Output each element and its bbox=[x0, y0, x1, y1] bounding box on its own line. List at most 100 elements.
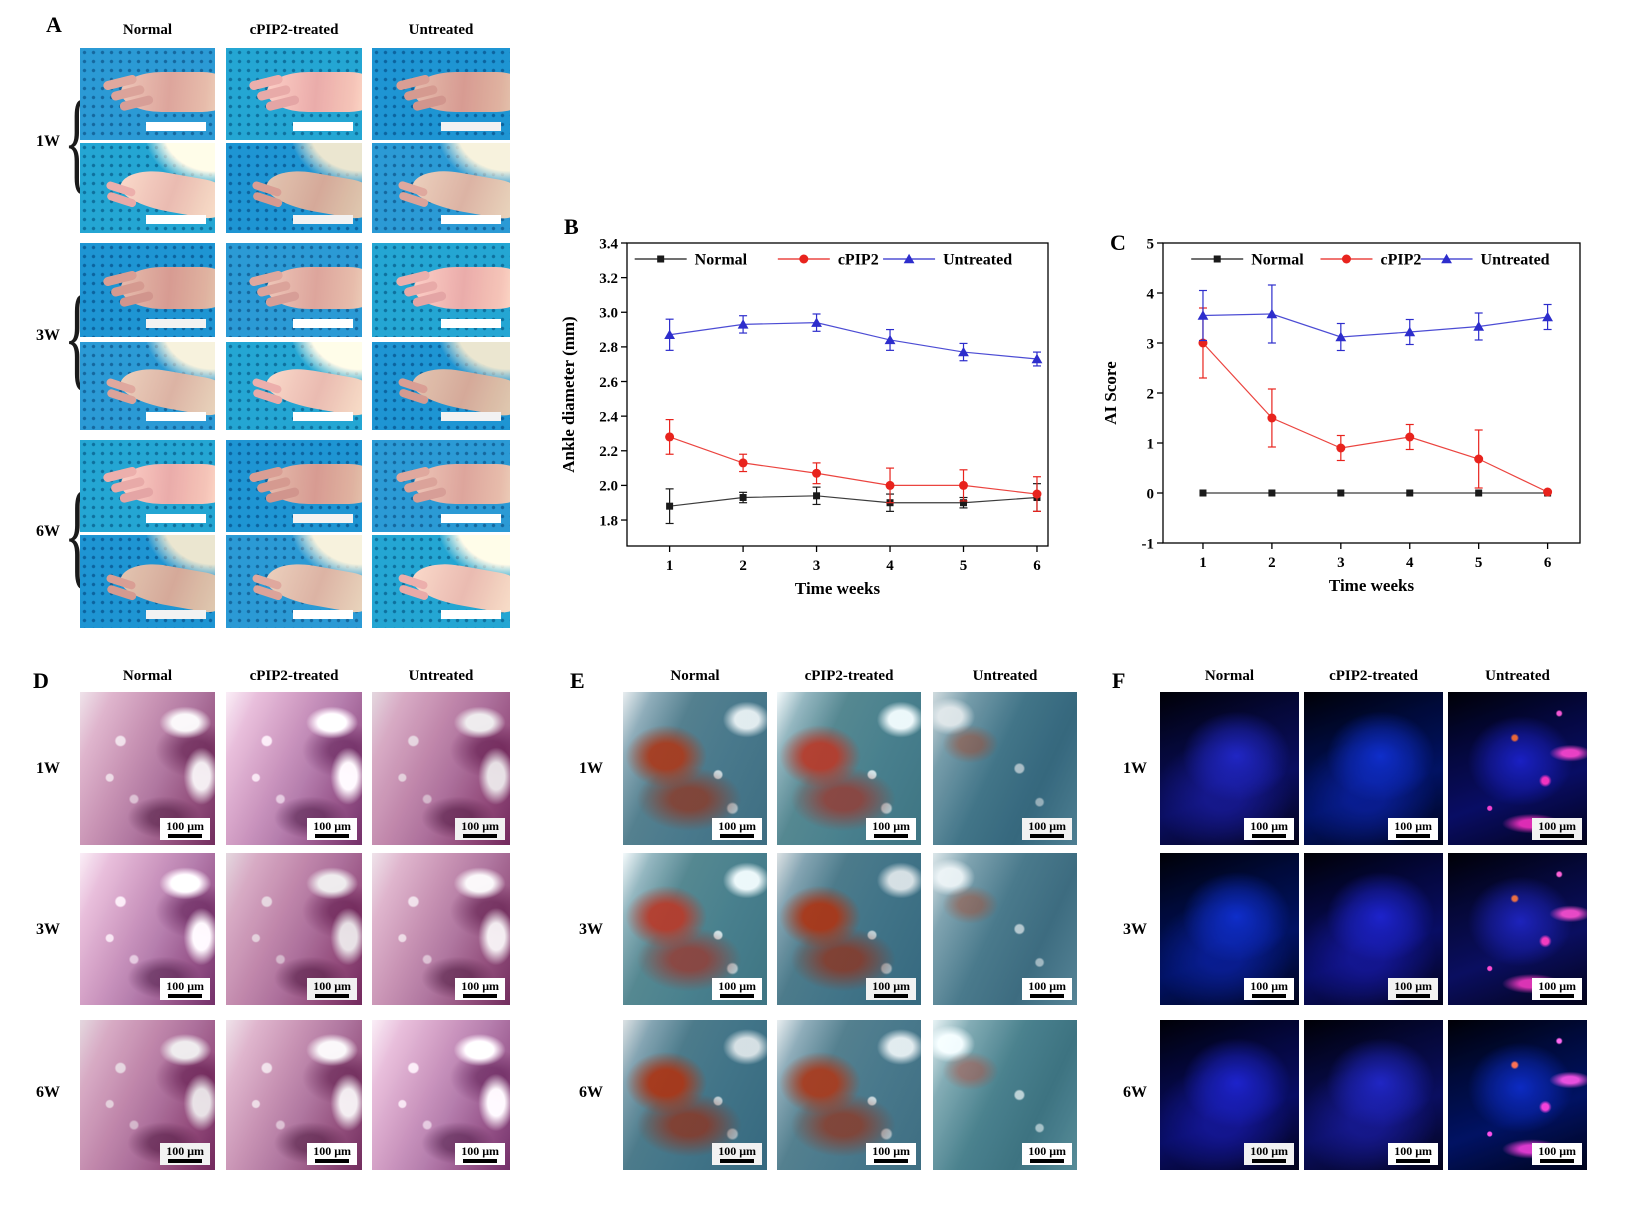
paw-photo-1w-cpip2-treated-side bbox=[226, 143, 362, 233]
legend-label-cpip2: cPIP2 bbox=[1380, 252, 1421, 269]
paw-photo-1w-normal-side bbox=[80, 143, 215, 233]
paw-shape bbox=[409, 164, 510, 221]
data-point-untreated bbox=[1031, 353, 1043, 364]
paw-shape bbox=[117, 557, 215, 615]
paw-photo-6w-normal-top bbox=[80, 440, 215, 532]
column-header-untreated: Untreated bbox=[1485, 668, 1550, 684]
scale-chip: 100 μm bbox=[307, 978, 357, 1000]
micrograph-6w-untreated: 100 μm bbox=[1448, 1020, 1587, 1170]
column-header-untreated: Untreated bbox=[972, 668, 1038, 684]
week-bracket: { bbox=[64, 273, 91, 401]
legend-label-normal: Normal bbox=[1251, 252, 1304, 269]
x-tick-label: 2 bbox=[739, 558, 747, 574]
chart-c-wrapper: -1 0 1 2 3 4 5 1 2 3 4 5 6 Time weeks AI Score Normal cP… bbox=[1098, 213, 1648, 605]
data-point-cpip2 bbox=[738, 458, 748, 468]
scale-chip-label: 100 μm bbox=[1538, 1144, 1576, 1158]
scale-chip: 100 μm bbox=[1388, 978, 1438, 1000]
data-point-untreated bbox=[664, 329, 676, 339]
data-point-normal bbox=[960, 499, 968, 507]
paw-photo-6w-normal-side bbox=[80, 535, 215, 628]
x-tick-label: 4 bbox=[1406, 555, 1414, 571]
data-point-normal bbox=[1544, 489, 1552, 497]
scale-chip-bar bbox=[1540, 834, 1575, 838]
paw-shape bbox=[413, 71, 510, 113]
scale-chip-label: 100 μm bbox=[1250, 819, 1288, 833]
micrograph-6w-normal: 100 μm bbox=[80, 1020, 215, 1170]
column-header-normal: Normal bbox=[122, 22, 173, 38]
column-header-cpip2-treated: cPIP2-treated bbox=[1329, 668, 1418, 684]
x-tick-label: 2 bbox=[1268, 555, 1276, 571]
scale-bar bbox=[441, 319, 501, 328]
scale-chip-bar bbox=[463, 834, 498, 838]
legend-marker-normal bbox=[657, 255, 665, 263]
y-tick-label: 5 bbox=[1147, 236, 1155, 252]
legend-marker-cpip2 bbox=[799, 254, 809, 264]
plot-box bbox=[626, 242, 1049, 547]
data-point-untreated bbox=[1266, 308, 1278, 319]
micrograph-3w-untreated: 100 μm bbox=[372, 853, 510, 1005]
fur-patch bbox=[439, 342, 510, 383]
paw-shape bbox=[263, 362, 362, 418]
scale-bar bbox=[146, 319, 206, 328]
data-point-cpip2 bbox=[1336, 443, 1346, 453]
scale-chip: 100 μm bbox=[1022, 1143, 1072, 1165]
column-header-cpip2-treated: cPIP2-treated bbox=[804, 668, 894, 684]
series-cpip2 bbox=[665, 419, 1042, 512]
data-point-normal bbox=[1406, 489, 1414, 497]
paw-photo-3w-cpip2-treated-top bbox=[226, 243, 362, 337]
scale-bar bbox=[293, 412, 353, 421]
week-label-1w: 1W bbox=[36, 760, 60, 777]
data-point-cpip2 bbox=[1267, 413, 1277, 423]
y-tick-label: 2.2 bbox=[599, 444, 618, 460]
data-point-cpip2 bbox=[1543, 487, 1553, 497]
scale-chip-label: 100 μm bbox=[1028, 979, 1066, 993]
scale-chip-bar bbox=[1396, 1159, 1431, 1163]
scale-chip: 100 μm bbox=[1244, 978, 1294, 1000]
column-header-untreated: Untreated bbox=[408, 668, 474, 684]
scale-chip-label: 100 μm bbox=[872, 819, 910, 833]
x-tick-label: 3 bbox=[813, 558, 821, 574]
x-tick-label: 1 bbox=[1199, 555, 1207, 571]
data-point-normal bbox=[886, 499, 894, 507]
y-tick-label: 2.8 bbox=[599, 340, 618, 356]
data-point-normal bbox=[813, 492, 821, 500]
scale-chip-label: 100 μm bbox=[1394, 819, 1432, 833]
x-axis-label: Time weeks bbox=[795, 579, 881, 598]
micrograph-1w-untreated: 100 μm bbox=[933, 692, 1077, 845]
y-tick-label: 3.0 bbox=[599, 306, 618, 322]
scale-chip: 100 μm bbox=[307, 1143, 357, 1165]
scale-chip-bar bbox=[1540, 1159, 1575, 1163]
scale-chip-label: 100 μm bbox=[1538, 819, 1576, 833]
data-point-cpip2 bbox=[665, 432, 675, 442]
y-tick-label: 0 bbox=[1147, 486, 1155, 502]
y-axis-label: AI Score bbox=[1101, 361, 1120, 425]
scale-chip-bar bbox=[1030, 1159, 1065, 1163]
scale-chip-bar bbox=[168, 834, 203, 838]
week-label-1w: 1W bbox=[579, 760, 603, 777]
paw-photo-3w-normal-top bbox=[80, 243, 215, 337]
scale-chip-label: 100 μm bbox=[718, 819, 756, 833]
x-tick-label: 6 bbox=[1544, 555, 1552, 571]
scale-chip: 100 μm bbox=[1388, 1143, 1438, 1165]
legend-marker-normal bbox=[1213, 255, 1221, 263]
scale-chip-bar bbox=[720, 994, 755, 998]
scale-chip: 100 μm bbox=[712, 818, 762, 840]
scale-bar bbox=[441, 514, 501, 523]
y-tick-label: 2.4 bbox=[599, 409, 618, 425]
panel-a-label: A bbox=[46, 12, 62, 37]
micrograph-6w-untreated: 100 μm bbox=[933, 1020, 1077, 1170]
micrograph-6w-cpip2-treated: 100 μm bbox=[1304, 1020, 1443, 1170]
scale-bar bbox=[441, 610, 501, 619]
x-tick-label: 5 bbox=[960, 558, 968, 574]
scale-chip: 100 μm bbox=[1022, 978, 1072, 1000]
micrograph-3w-normal: 100 μm bbox=[80, 853, 215, 1005]
scale-chip: 100 μm bbox=[160, 1143, 210, 1165]
data-point-normal bbox=[1475, 489, 1483, 497]
micrograph-6w-untreated: 100 μm bbox=[372, 1020, 510, 1170]
data-point-cpip2 bbox=[1032, 489, 1042, 499]
micrograph-6w-normal: 100 μm bbox=[1160, 1020, 1299, 1170]
legend-marker-cpip2 bbox=[1341, 254, 1351, 264]
data-point-normal bbox=[739, 494, 747, 502]
scale-chip-label: 100 μm bbox=[1394, 979, 1432, 993]
data-point-untreated bbox=[1542, 311, 1554, 322]
